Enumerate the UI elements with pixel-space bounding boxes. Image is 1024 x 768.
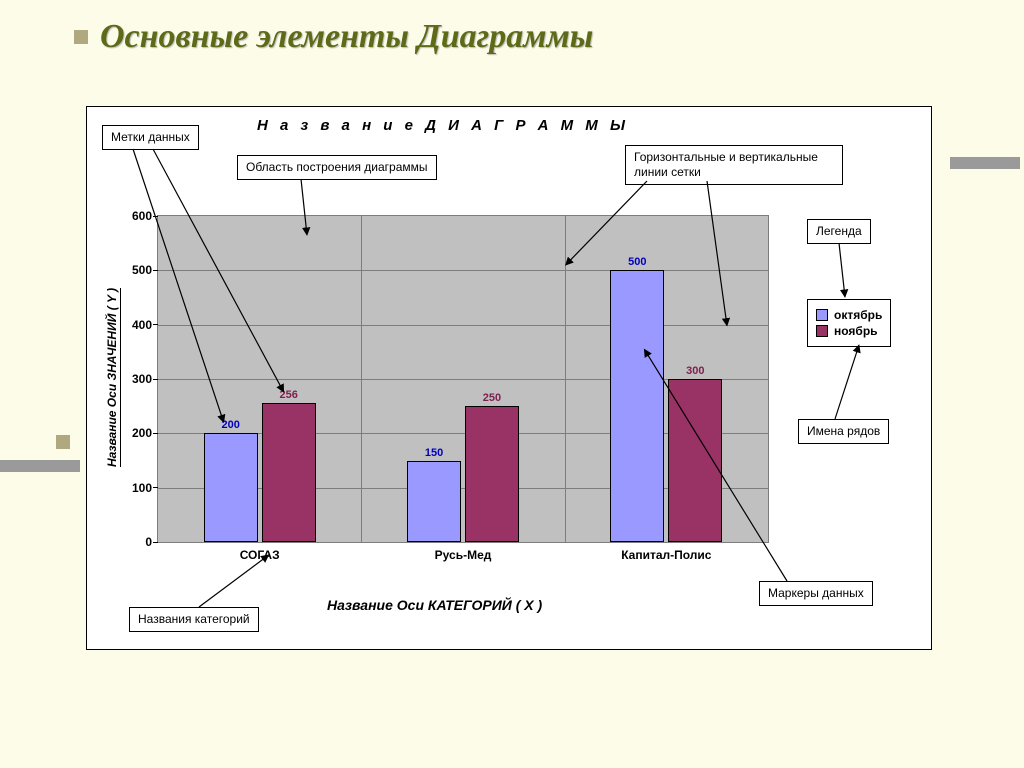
callout-gridlines: Горизонтальные и вертикальные линии сетк… [625,145,843,185]
slide: Основные элементы Диаграммы Н а з в а н … [0,0,1024,768]
callout-category-names: Названия категорий [129,607,259,632]
callout-data-markers: Маркеры данных [759,581,873,606]
y-gridline [158,325,768,326]
y-tick [153,270,158,271]
y-axis-title: Название Оси ЗНАЧЕНИЙ ( Y ) [105,288,121,467]
bar-value-label: 150 [425,447,443,459]
category-label: СОГАЗ [240,542,280,562]
bar-value-label: 500 [628,256,646,268]
x-gridline [565,216,566,542]
bar-value-label: 300 [686,365,704,377]
page-title: Основные элементы Диаграммы [100,18,593,56]
legend-item: ноябрь [816,324,882,338]
y-tick [153,379,158,380]
category-label: Капитал-Полис [621,542,711,562]
legend-swatch-icon [816,325,828,337]
chart-title: Н а з в а н и е Д И А Г Р А М М Ы [257,117,629,134]
bar-ноябрь [465,406,519,542]
bar-ноябрь [262,403,316,542]
bar-ноябрь [668,379,722,542]
x-gridline [361,216,362,542]
accent-bar-right [950,157,1020,169]
callout-data-labels: Метки данных [102,125,199,150]
callout-legend: Легенда [807,219,871,244]
legend-box: октябрь ноябрь [807,299,891,347]
legend-swatch-icon [816,309,828,321]
plot-area: 0100200300400500600СОГАЗ200256Русь-Мед15… [157,215,769,543]
accent-bar-left [0,460,80,472]
bullet-icon [74,30,88,44]
y-gridline [158,270,768,271]
legend-label: октябрь [834,308,882,322]
y-tick [153,487,158,488]
category-label: Русь-Мед [435,542,492,562]
x-axis-title: Название Оси КАТЕГОРИЙ ( Х ) [327,597,542,613]
bar-октябрь [610,270,664,542]
y-tick [153,433,158,434]
bar-value-label: 250 [483,392,501,404]
y-tick [153,324,158,325]
callout-plot-area: Область построения диаграммы [237,155,437,180]
bar-октябрь [204,433,258,542]
legend-item: октябрь [816,308,882,322]
callout-series-names: Имена рядов [798,419,889,444]
diagram-container: Н а з в а н и е Д И А Г Р А М М Ы Метки … [86,106,932,650]
y-tick [153,542,158,543]
bar-октябрь [407,461,461,543]
y-tick [153,216,158,217]
bar-value-label: 256 [279,389,297,401]
legend-label: ноябрь [834,324,878,338]
bullet-icon [56,435,70,449]
bar-value-label: 200 [222,419,240,431]
